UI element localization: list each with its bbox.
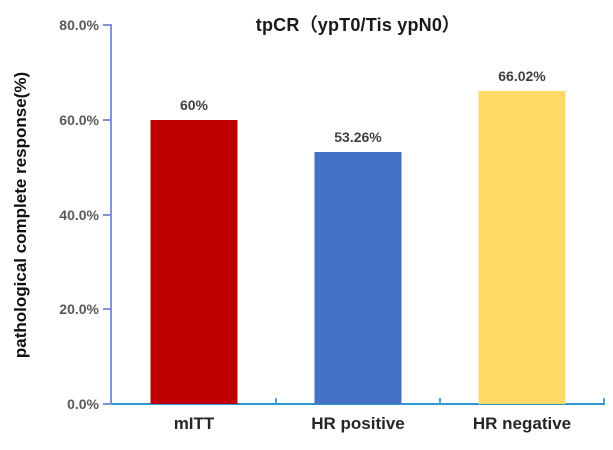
y-tick-label: 20.0%: [59, 301, 99, 318]
chart-title: tpCR（ypT0/Tis ypN0）: [255, 15, 461, 35]
y-tick-label: 0.0%: [67, 396, 99, 412]
category-label: mITT: [173, 414, 215, 433]
category-label: HR positive: [311, 414, 405, 433]
x-tick-mark: [438, 398, 441, 404]
bar-value-label: 53.26%: [334, 128, 382, 145]
category-label: HR negative: [472, 414, 572, 433]
y-tick-label: 60.0%: [59, 111, 99, 128]
y-tick-mark: [103, 308, 112, 311]
y-axis-tick-labels: 0.0% 20.0% 40.0% 60.0% 80.0%: [0, 17, 99, 412]
y-tick-mark: [103, 118, 112, 121]
x-tick-mark: [274, 398, 277, 404]
y-tick-mark: [103, 403, 112, 405]
bar-hr-negative: [478, 91, 566, 404]
bar-slot: 66.02%: [440, 25, 604, 404]
x-axis-line: [110, 403, 605, 405]
y-tick-label: 40.0%: [59, 206, 99, 223]
y-tick-mark: [103, 24, 112, 26]
bar-slot: 53.26%: [276, 25, 440, 404]
bar-value-label: 60%: [179, 96, 209, 113]
bars-group: 60% 53.26% 66.02%: [112, 25, 604, 404]
x-tick-mark: [603, 398, 605, 404]
x-axis-labels: mITT HR positive HR negative: [112, 414, 604, 434]
bar-mitt: [150, 119, 238, 404]
bar-slot: 60%: [112, 25, 276, 404]
bar-value-label: 66.02%: [498, 68, 546, 85]
plot-area: 60% 53.26% 66.02%: [103, 24, 605, 405]
bar-hr-positive: [314, 151, 402, 404]
y-tick-label: 80.0%: [59, 17, 99, 33]
y-tick-mark: [103, 213, 112, 216]
